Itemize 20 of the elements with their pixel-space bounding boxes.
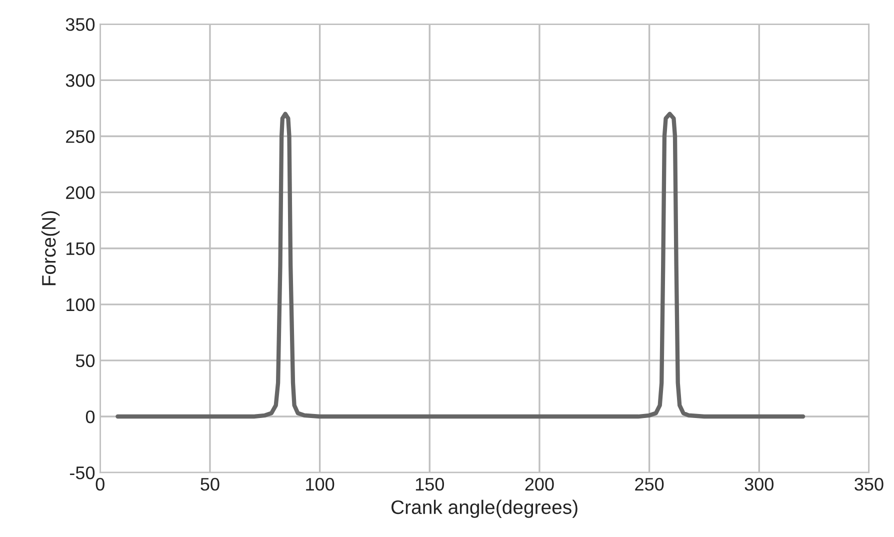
x-tick-label: 350	[854, 478, 884, 491]
y-tick-label: 350	[66, 18, 95, 31]
x-tick-label: 150	[416, 478, 444, 491]
x-tick-label: 100	[306, 478, 334, 491]
y-tick-label: 50	[76, 354, 95, 368]
y-tick-label: 150	[66, 242, 95, 256]
x-tick-label: 250	[635, 478, 664, 491]
y-axis-title: Force(N)	[41, 211, 60, 286]
y-tick-label: 200	[66, 186, 95, 200]
y-tick-label: 100	[66, 298, 95, 312]
x-tick-label: 300	[744, 478, 774, 491]
y-tick-label: 250	[66, 130, 95, 143]
y-tick-label: -50	[70, 466, 95, 480]
x-axis-title: Crank angle(degrees)	[392, 500, 578, 518]
line-series	[116, 112, 806, 419]
x-tick-label: 0	[96, 478, 104, 491]
y-tick-label: 300	[66, 74, 95, 87]
x-tick-label: 50	[200, 478, 220, 491]
y-tick-label: 0	[86, 410, 95, 424]
x-tick-label: 200	[525, 478, 554, 491]
